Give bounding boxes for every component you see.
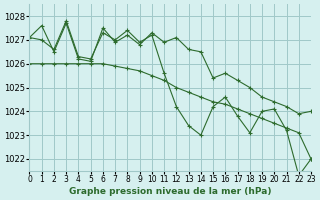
X-axis label: Graphe pression niveau de la mer (hPa): Graphe pression niveau de la mer (hPa) — [69, 187, 271, 196]
